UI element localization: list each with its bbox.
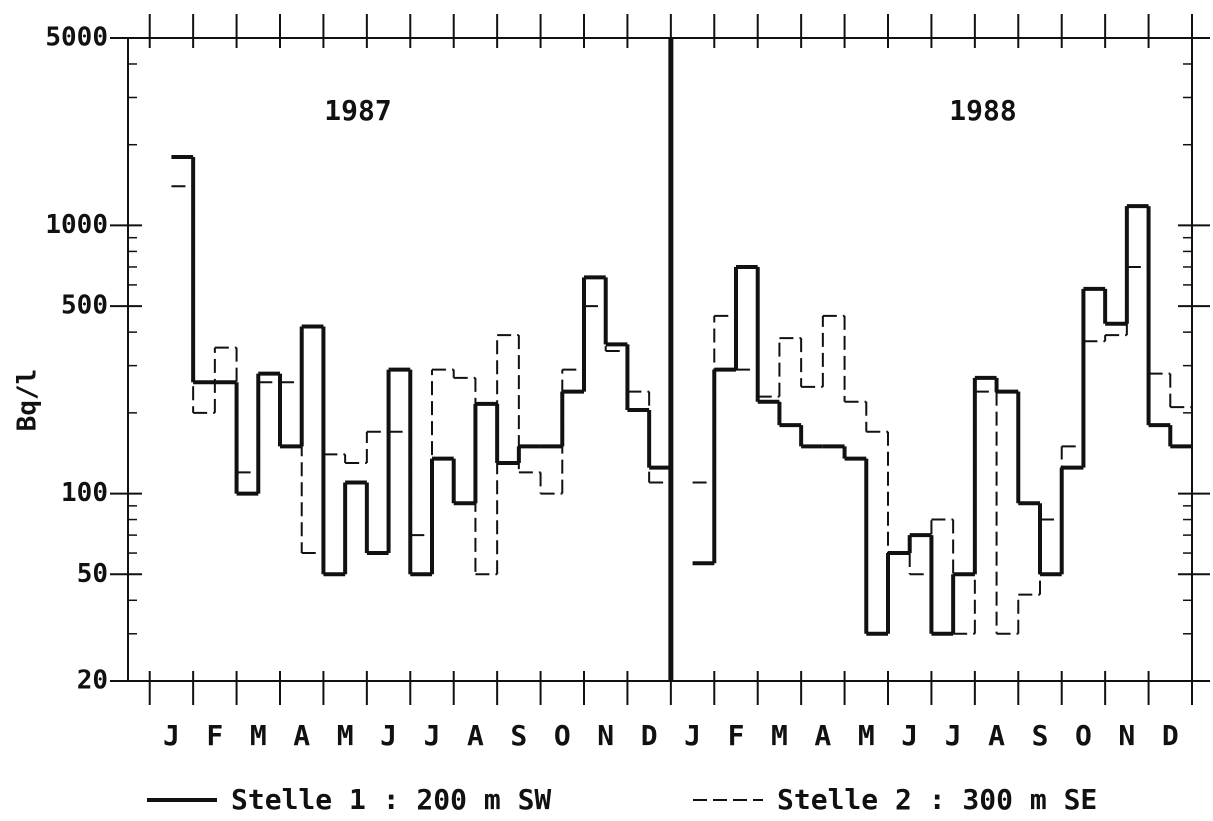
panel-label: 1988: [949, 94, 1016, 127]
x-tick-label: F: [728, 719, 745, 752]
x-tick-label: N: [597, 719, 614, 752]
x-tick-label: J: [424, 719, 441, 752]
x-tick-label: J: [380, 719, 397, 752]
x-tick-label: J: [684, 719, 701, 752]
x-tick-label: J: [163, 719, 180, 752]
legend-label: Stelle 2 : 300 m SE: [777, 783, 1097, 816]
y-axis-label: Bq/l: [13, 369, 43, 432]
legend-label: Stelle 1 : 200 m SW: [231, 783, 551, 816]
y-tick-label: 500: [61, 291, 108, 321]
y-tick-label: 1000: [45, 210, 108, 240]
panel-label: 1987: [324, 94, 391, 127]
x-tick-label: A: [988, 719, 1005, 752]
x-tick-label: A: [293, 719, 310, 752]
x-tick-label: M: [771, 719, 788, 752]
x-tick-label: O: [1075, 719, 1092, 752]
x-tick-label: D: [641, 719, 658, 752]
y-tick-label: 50: [77, 559, 108, 589]
x-tick-label: M: [337, 719, 354, 752]
x-tick-label: D: [1162, 719, 1179, 752]
plot-frame: [127, 37, 1193, 682]
y-tick-label: 5000: [45, 23, 108, 53]
x-tick-label: N: [1118, 719, 1135, 752]
x-tick-label: M: [858, 719, 875, 752]
x-tick-label: A: [814, 719, 831, 752]
y-tick-label: 20: [77, 666, 108, 696]
x-tick-label: O: [554, 719, 571, 752]
y-tick-label: 100: [61, 478, 108, 508]
x-tick-label: S: [1032, 719, 1049, 752]
x-tick-label: M: [250, 719, 267, 752]
x-tick-label: J: [901, 719, 918, 752]
x-tick-label: A: [467, 719, 484, 752]
x-tick-label: S: [510, 719, 527, 752]
x-tick-label: F: [206, 719, 223, 752]
x-tick-label: J: [945, 719, 962, 752]
